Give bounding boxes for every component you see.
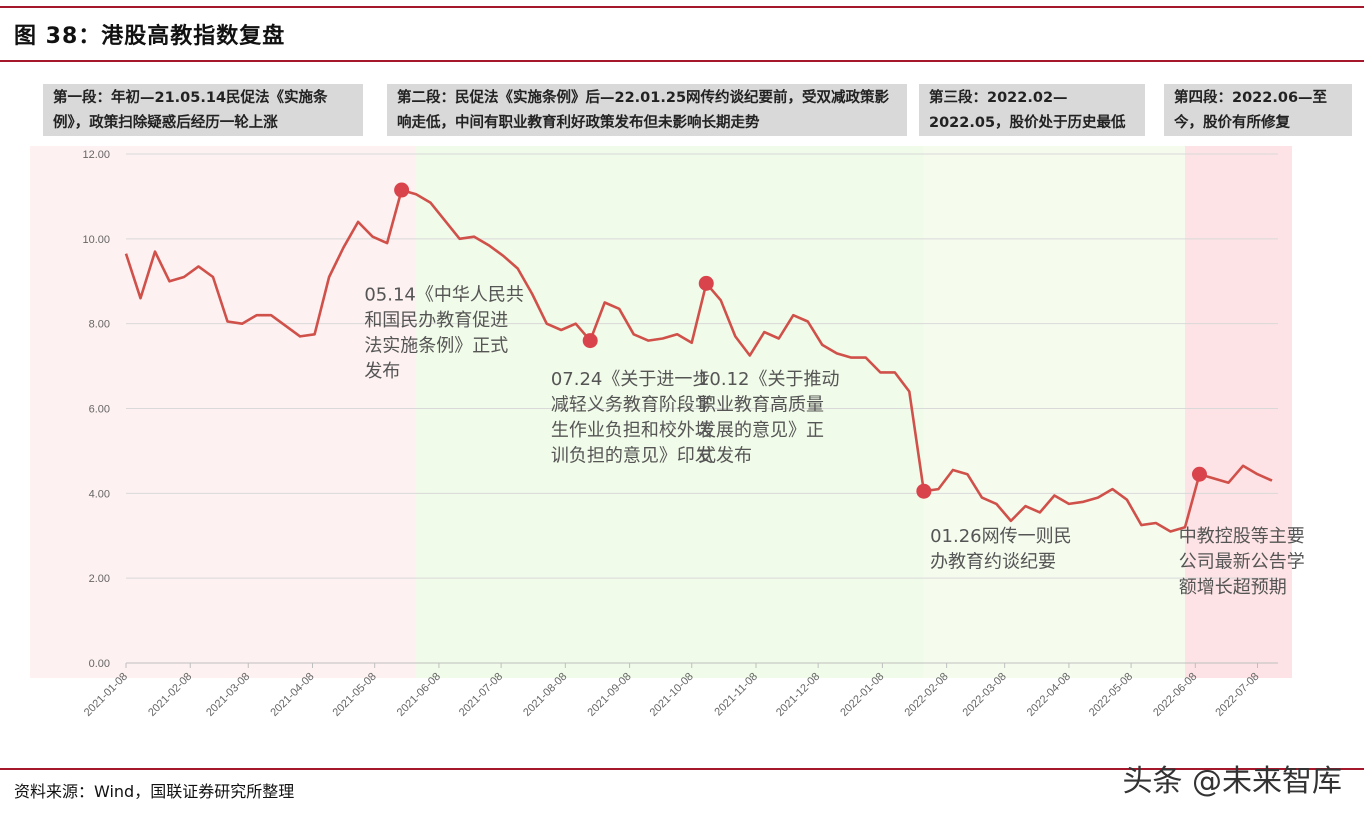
y-tick-label: 0.00 (89, 658, 110, 670)
y-tick-label: 8.00 (89, 319, 110, 331)
y-tick-label: 2.00 (89, 573, 110, 585)
annotation-line: 10.12《关于推动 (698, 369, 840, 390)
event-marker-2 (582, 333, 598, 349)
annotation-line: 生作业负担和校外培 (551, 420, 713, 441)
event-marker-3 (698, 275, 714, 291)
event-marker-5 (1191, 466, 1207, 482)
y-tick-labels: 0.00 2.00 4.00 6.00 8.00 10.00 12.00 (82, 149, 110, 670)
annotation-3: 10.12《关于推动职业教育高质量发展的意见》正式发布 (698, 369, 840, 467)
annotation-line: 训负担的意见》印发 (551, 446, 713, 467)
annotation-line: 法实施条例》正式 (364, 335, 508, 356)
phase-band-4 (1184, 146, 1292, 678)
annotation-line: 01.26网传一则民 (930, 526, 1072, 547)
annotation-line: 公司最新公告学 (1179, 552, 1305, 573)
source-note: 资料来源：Wind，国联证券研究所整理 (14, 782, 295, 801)
footer-rule (0, 768, 1364, 770)
phase-1-box: 第一段：年初—21.05.14民促法《实施条例》，政策扫除疑惑后经历一轮上涨 (43, 84, 363, 136)
annotation-line: 07.24《关于进一步 (551, 369, 711, 390)
event-markers (394, 182, 1207, 499)
annotation-5: 中教控股等主要公司最新公告学额增长超预期 (1179, 526, 1305, 598)
watermark: 头条 @未来智库 (1122, 764, 1342, 799)
y-tick-label: 10.00 (82, 234, 110, 246)
annotation-line: 和国民办教育促进 (364, 310, 508, 331)
annotation-4: 01.26网传一则民办教育约谈纪要 (930, 526, 1072, 573)
event-marker-1 (394, 182, 410, 198)
figure-title: 图 38：港股高教指数复盘 (14, 24, 286, 49)
title-rule (0, 60, 1364, 62)
annotations: 05.14《中华人民共和国民办教育促进法实施条例》正式发布 07.24《关于进一步… (364, 284, 1304, 598)
annotation-line: 职业教育高质量 (698, 395, 824, 416)
y-tick-label: 4.00 (89, 488, 110, 500)
event-marker-4 (916, 483, 932, 499)
phase-band-2 (416, 146, 924, 678)
phase-2-box: 第二段：民促法《实施条例》后—22.01.25网传约谈纪要前，受双减政策影响走低… (387, 84, 907, 136)
annotation-line: 中教控股等主要 (1179, 526, 1305, 547)
annotation-line: 05.14《中华人民共 (364, 284, 524, 305)
y-tick-label: 6.00 (89, 404, 110, 416)
phase-band-3 (923, 146, 1185, 678)
annotation-line: 额增长超预期 (1179, 577, 1287, 598)
annotation-line: 发布 (364, 361, 400, 382)
top-rule (0, 6, 1364, 8)
annotation-line: 式发布 (698, 446, 752, 467)
phase-bands (30, 146, 1292, 678)
annotation-2: 07.24《关于进一步减轻义务教育阶段学生作业负担和校外培训负担的意见》印发 (551, 369, 713, 467)
phase-3-box: 第三段：2022.02—2022.05，股价处于历史最低位 (919, 84, 1145, 136)
annotation-1: 05.14《中华人民共和国民办教育促进法实施条例》正式发布 (364, 284, 524, 382)
phase-4-box: 第四段：2022.06—至今，股价有所修复 (1164, 84, 1352, 136)
annotation-line: 减轻义务教育阶段学 (551, 395, 713, 416)
annotation-line: 办教育约谈纪要 (930, 552, 1056, 573)
annotation-line: 发展的意见》正 (698, 420, 824, 441)
y-tick-label: 12.00 (82, 149, 110, 161)
